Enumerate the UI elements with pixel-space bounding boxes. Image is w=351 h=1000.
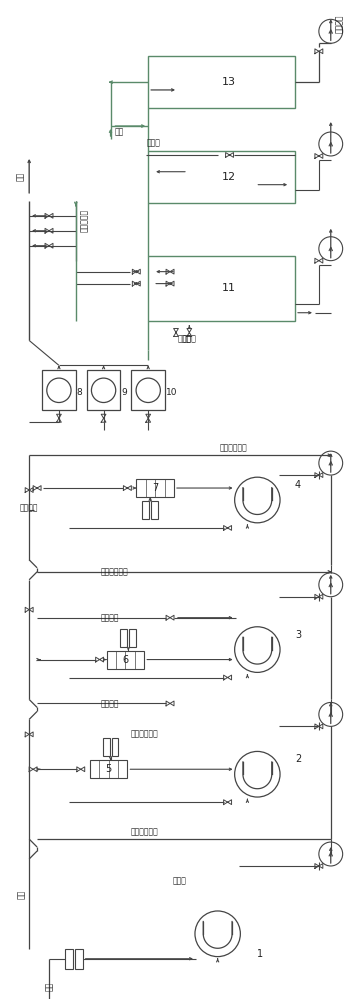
Bar [102,738,110,756]
Text: 4: 4 [295,480,301,490]
Text: 产品: 产品 [16,171,25,181]
Bar [136,479,174,497]
Bar [148,256,295,320]
Text: 8: 8 [77,388,82,397]
Text: 回用: 回用 [114,128,124,137]
Text: 鼓空气: 鼓空气 [183,334,196,343]
Bar [65,949,73,969]
Text: 7: 7 [152,483,158,493]
Bar [130,629,136,647]
Text: 12: 12 [222,172,236,182]
Bar [148,151,295,203]
Text: 一级尾气: 一级尾气 [101,699,119,708]
Bar [42,370,76,410]
Bar [90,760,127,778]
Text: 三级反应物料: 三级反应物料 [220,444,247,453]
Text: 10: 10 [166,388,178,397]
Bar [142,501,149,519]
Text: 尾液套用: 尾液套用 [335,14,344,33]
Bar [131,370,165,410]
Bar [75,949,83,969]
Text: 氯气: 氯气 [17,889,26,899]
Text: 1: 1 [257,949,264,959]
Bar [107,651,144,669]
Text: 11: 11 [222,283,236,293]
Text: 3: 3 [295,630,301,640]
Bar [151,501,158,519]
Bar [87,370,120,410]
Text: 9: 9 [121,388,127,397]
Bar [112,738,118,756]
Text: 二级反应物料: 二级反应物料 [101,567,128,576]
Text: 一级反应物料: 一级反应物料 [130,730,158,739]
Text: 6: 6 [122,655,128,665]
Bar [120,629,127,647]
Text: 5: 5 [105,764,112,774]
Text: 二级尾气: 二级尾气 [101,613,119,622]
Bar [148,56,295,108]
Text: 氯化氢尾气: 氯化氢尾气 [80,209,89,232]
Text: 2: 2 [295,754,301,764]
Text: 原料: 原料 [45,982,53,991]
Text: 13: 13 [222,77,236,87]
Text: 鼓空气: 鼓空气 [178,334,192,343]
Text: 鼓空气: 鼓空气 [146,138,160,147]
Text: 一级反应物料: 一级反应物料 [130,828,158,837]
Text: 三级尾气: 三级尾气 [19,503,38,512]
Text: 打浆料: 打浆料 [173,876,187,885]
